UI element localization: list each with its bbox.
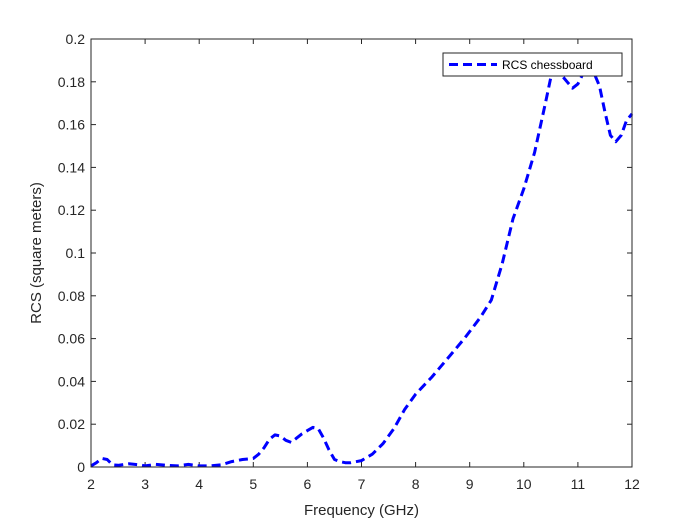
y-tick-label: 0.12 <box>58 202 85 218</box>
x-tick-label: 11 <box>571 476 586 492</box>
y-tick-label: 0.1 <box>66 245 86 261</box>
y-tick-label: 0 <box>77 459 85 475</box>
x-tick-label: 12 <box>624 476 640 492</box>
x-tick-label: 6 <box>304 476 312 492</box>
x-tick-label: 8 <box>412 476 420 492</box>
y-tick-label: 0.04 <box>58 373 85 389</box>
y-tick-label: 0.2 <box>66 31 86 47</box>
x-tick-label: 10 <box>516 476 532 492</box>
legend-label-rcs-chessboard: RCS chessboard <box>502 58 593 72</box>
legend[interactable]: RCS chessboard <box>442 52 623 77</box>
x-tick-label: 7 <box>358 476 366 492</box>
plot-area <box>91 39 632 467</box>
y-tick-label: 0.18 <box>58 74 85 90</box>
x-tick-label: 5 <box>249 476 257 492</box>
y-tick-label: 0.16 <box>58 117 85 133</box>
x-tick-label: 9 <box>466 476 474 492</box>
plot-frame <box>90 38 633 468</box>
x-tick-label: 2 <box>87 476 95 492</box>
legend-box <box>442 52 623 77</box>
tick-labels: 2 3 4 5 6 7 8 9 10 11 12 0 0.02 0.04 0.06 0.08 0.1 0.12 0.… <box>58 31 640 492</box>
x-axis-title: Frequency (GHz) <box>304 502 419 519</box>
y-axis-title: RCS (square meters) <box>28 182 45 324</box>
y-tick-label: 0.14 <box>58 159 85 175</box>
x-tick-label: 4 <box>195 476 203 492</box>
y-tick-label: 0.06 <box>58 331 85 347</box>
y-tick-label: 0.02 <box>58 416 85 432</box>
x-tick-label: 3 <box>141 476 149 492</box>
y-tick-label: 0.08 <box>58 288 85 304</box>
